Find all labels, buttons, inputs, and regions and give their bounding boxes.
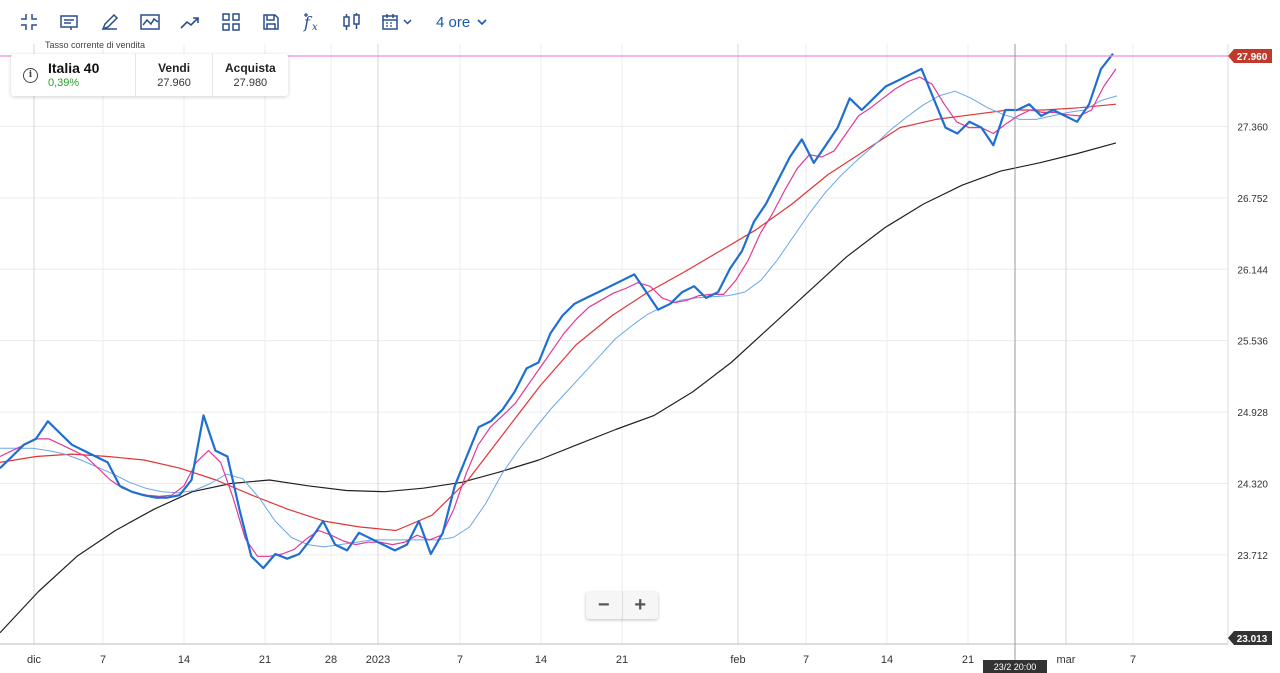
layout-grid-icon[interactable] (216, 8, 246, 36)
bottom-price-badge (1228, 631, 1272, 645)
x-tick-label: 14 (881, 654, 893, 666)
timeframe-label: 4 ore (436, 13, 471, 31)
x-tick-label: 21 (259, 654, 271, 666)
x-tick-label: 14 (535, 654, 547, 666)
x-tick-label: dic (27, 654, 42, 666)
slow-ma-line (0, 103, 1117, 532)
y-tick-label: 24.320 (1237, 479, 1268, 490)
chart-toolbar: f x 4 ore (0, 0, 1280, 44)
chevron-down-icon (477, 19, 487, 26)
bottom-price-label: 23.013 (1237, 634, 1268, 645)
y-tick-label: 26.752 (1237, 194, 1268, 205)
sell-button[interactable]: Vendi 27.960 (136, 54, 213, 96)
calendar-icon[interactable] (380, 8, 416, 36)
price-line (0, 53, 1114, 570)
fast-ma-line (0, 68, 1117, 557)
long-ma-line (0, 142, 1117, 634)
pencil-icon[interactable] (95, 8, 125, 36)
x-tick-label: 7 (803, 654, 809, 666)
buy-button[interactable]: Acquista 27.980 (213, 54, 288, 96)
instrument-summary[interactable]: i Italia 40 0,39% (11, 54, 137, 96)
current-price-label: 27.960 (1237, 52, 1268, 63)
trend-icon[interactable] (175, 8, 205, 36)
sell-value: 27.960 (157, 77, 191, 89)
sell-label: Vendi (158, 61, 191, 75)
current-price-badge (1228, 49, 1272, 63)
buy-label: Acquista (225, 61, 276, 75)
y-axis: 27.360 26.752 26.144 25.536 24.928 24.320 23.7… (1237, 122, 1268, 561)
function-icon[interactable]: f x (297, 8, 327, 36)
x-tick-label: feb (730, 654, 745, 666)
x-tick-label: 14 (178, 654, 190, 666)
zoom-control: − + (586, 592, 658, 619)
price-chart[interactable]: dic 7 14 21 28 2023 7 14 21 feb 7 14 21 mar 7 27.360 26… (0, 44, 1280, 673)
y-tick-label: 24.928 (1237, 408, 1268, 419)
chart-overlay: 27.960 23.013 23/2 20:00 (0, 44, 1272, 673)
info-icon[interactable]: i (23, 67, 38, 83)
candlestick-icon[interactable] (337, 8, 367, 36)
x-tick-label: 21 (962, 654, 974, 666)
x-tick-label: 2023 (366, 654, 390, 666)
x-tick-label: 7 (1130, 654, 1136, 666)
instrument-change: 0,39% (48, 76, 80, 89)
chart-canvas[interactable]: dic 7 14 21 28 2023 7 14 21 feb 7 14 21 mar 7 27.360 26… (0, 44, 1280, 673)
zoom-in-button[interactable]: + (634, 594, 647, 616)
x-tick-label: 7 (457, 654, 463, 666)
instrument-card: i Italia 40 0,39% Vendi 27.960 Acquista … (11, 54, 288, 96)
x-tick-label: 7 (100, 654, 106, 666)
x-axis: dic 7 14 21 28 2023 7 14 21 feb 7 14 21 mar 7 (27, 654, 1136, 666)
buy-value: 27.980 (233, 77, 268, 89)
svg-text:f: f (303, 13, 313, 32)
save-icon[interactable] (256, 8, 286, 36)
timeframe-dropdown[interactable]: 4 ore (436, 10, 488, 34)
chart-grid (0, 44, 1229, 645)
collapse-icon[interactable] (14, 8, 44, 36)
y-tick-label: 25.536 (1237, 337, 1268, 348)
card-caption: Tasso corrente di vendita (45, 40, 146, 50)
mid-ma-line (0, 90, 1118, 548)
y-tick-label: 27.360 (1237, 122, 1268, 133)
instrument-name: Italia 40 (48, 59, 100, 76)
x-tick-label: 28 (325, 654, 337, 666)
line-chart-icon[interactable] (135, 8, 165, 36)
x-tick-label: mar (1057, 654, 1076, 666)
y-tick-label: 23.712 (1237, 551, 1268, 562)
crosshair-date-badge (983, 660, 1047, 673)
crosshair-date-label: 23/2 20:00 (994, 662, 1037, 672)
x-tick-label: 21 (616, 654, 628, 666)
chart-series (0, 53, 1118, 634)
y-tick-label: 26.144 (1237, 265, 1268, 276)
comment-icon[interactable] (54, 8, 84, 36)
svg-text:x: x (312, 22, 318, 33)
zoom-out-button[interactable]: − (586, 592, 623, 619)
